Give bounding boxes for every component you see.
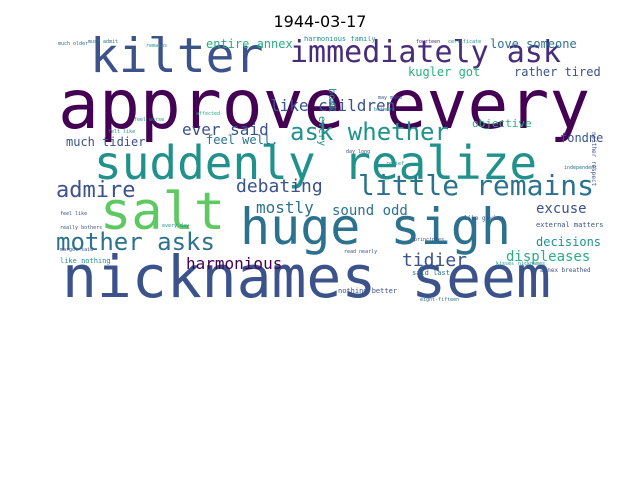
word-cloud: approve every nicknames seem suddenly real… xyxy=(56,36,604,316)
cloud-word: every xyxy=(316,116,327,147)
cloud-word: like giving xyxy=(464,215,504,222)
cloud-word: ever said xyxy=(182,120,269,139)
cloud-word: relief xyxy=(386,161,405,167)
cloud-word: mostly xyxy=(256,198,314,217)
cloud-word: rather tired xyxy=(514,65,601,79)
cloud-word: annex breathed xyxy=(540,267,591,274)
cloud-word: read nearly xyxy=(344,249,378,255)
cloud-word: admire xyxy=(56,178,136,203)
cloud-word: feel like xyxy=(60,211,88,217)
cloud-word: really bothers xyxy=(60,225,103,231)
cloud-word: approve every xyxy=(58,66,591,145)
cloud-word: entire annex xyxy=(206,37,293,51)
cloud-word: eight-fifteen xyxy=(420,297,460,303)
cloud-word: fourteen xyxy=(416,39,441,45)
cloud-word: harmonious family xyxy=(304,36,376,43)
cloud-word: remains xyxy=(146,43,168,49)
cloud-word: fondness xyxy=(560,131,604,145)
cloud-word: like nothing xyxy=(60,257,111,265)
cloud-word: day long xyxy=(346,149,371,155)
cloud-word: like children xyxy=(270,96,396,115)
cloud-word: every day xyxy=(162,223,190,229)
cloud-word: independent xyxy=(564,165,598,171)
cloud-word: nicknames seem xyxy=(62,243,551,311)
cloud-word: said last xyxy=(412,269,450,277)
page-title: 1944-03-17 xyxy=(273,12,367,31)
cloud-word: immediately ask xyxy=(290,36,561,70)
cloud-word: external matters xyxy=(536,221,604,229)
cloud-word: objective xyxy=(472,117,532,130)
cloud-word: ask whether xyxy=(290,118,449,146)
cloud-word: decisions xyxy=(536,235,602,249)
cloud-word: suddenly realize xyxy=(94,136,538,190)
cloud-word: salt xyxy=(100,182,226,242)
cloud-word: mother asks xyxy=(56,228,215,256)
cloud-word: kilter xyxy=(90,36,264,84)
cloud-word: love someone xyxy=(490,37,577,51)
cloud-word: sound odd xyxy=(332,203,408,219)
cloud-word: bothers xyxy=(374,107,396,113)
cloud-word: much tidier xyxy=(66,135,146,149)
cloud-word: book xyxy=(326,88,337,113)
cloud-word: felt like xyxy=(108,129,136,135)
cloud-word: little remains xyxy=(358,169,595,202)
cloud-word: displeases xyxy=(506,249,591,265)
cloud-word: nothing better xyxy=(338,287,398,295)
cloud-word: principles xyxy=(414,237,445,243)
cloud-word: nicknames xyxy=(518,261,546,267)
cloud-word: excuse xyxy=(536,201,587,217)
cloud-word: may make xyxy=(378,95,403,101)
cloud-word: certificate xyxy=(448,39,482,45)
cloud-word: feel well. xyxy=(206,133,279,147)
cloud-word: debating xyxy=(236,176,323,197)
cloud-word: kugler got xyxy=(408,65,481,79)
cloud-word: harmonious xyxy=(186,254,283,273)
cloud-word: must admit xyxy=(88,39,119,45)
cloud-word: tidier xyxy=(402,250,468,271)
cloud-word: huge sigh xyxy=(240,198,511,256)
cloud-word: neither respect xyxy=(590,132,597,187)
cloud-word: margot said xyxy=(60,247,94,253)
cloud-word: kisses xyxy=(496,261,515,267)
cloud-word: feel worse xyxy=(134,117,165,123)
cloud-word: affected xyxy=(196,111,221,117)
cloud-word: much older xyxy=(58,41,89,47)
